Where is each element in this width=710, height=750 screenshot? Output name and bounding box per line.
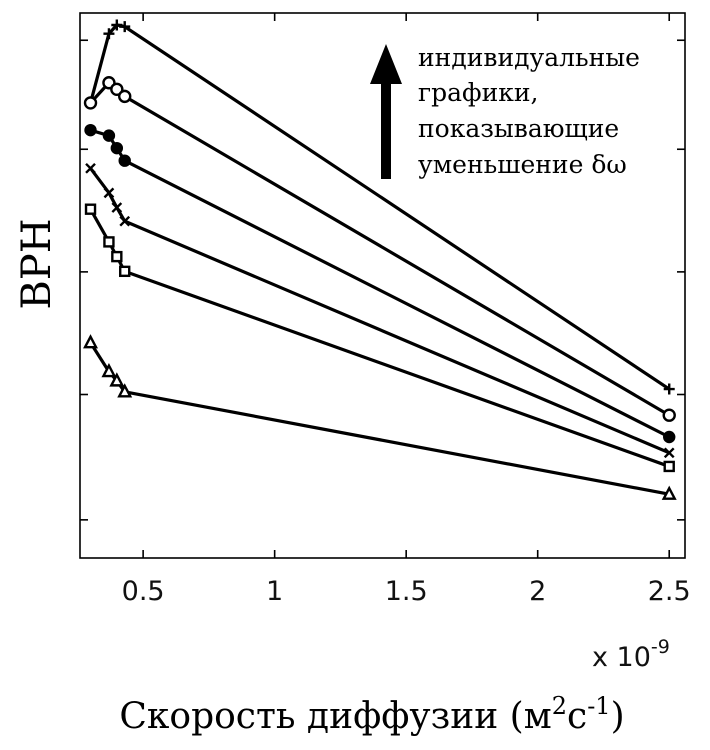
data-point-x: [663, 447, 675, 459]
x-multiplier-label: x 10-9: [592, 636, 670, 673]
data-point-dot: [118, 154, 131, 167]
data-point-plus: [111, 19, 123, 31]
data-point-circle: [118, 89, 132, 104]
data-point-triangle: [117, 383, 133, 398]
annotation: индивидуальные графики, показывающие уме…: [370, 43, 640, 179]
x-tick-label: 2: [529, 576, 546, 607]
data-point-square: [103, 236, 115, 248]
y-axis-ticks: [80, 39, 685, 521]
x-tick-label: 0.5: [122, 576, 165, 607]
series-line-square: [89, 208, 670, 468]
data-point-square: [663, 460, 675, 473]
series-layer: [83, 19, 677, 500]
plot-frame: [79, 12, 686, 559]
data-point-circle: [662, 408, 676, 422]
data-point-dot: [84, 123, 97, 137]
data-point-x: [119, 215, 131, 227]
x-axis-label: Скорость диффузии (м2с-1): [119, 692, 624, 737]
x-tick-label: 1.5: [385, 576, 428, 607]
data-point-square: [84, 203, 97, 215]
data-point-plus: [119, 21, 131, 33]
data-point-x: [111, 202, 123, 213]
data-point-circle: [110, 82, 124, 97]
data-point-plus: [103, 28, 115, 40]
series-line-x: [89, 167, 670, 455]
y-axis-label: ВРН: [14, 218, 60, 309]
data-point-triangle: [109, 372, 125, 387]
series-square: [84, 203, 675, 473]
x-tick-label: 1: [266, 576, 283, 607]
data-point-square: [119, 265, 131, 278]
annotation-line-4: уменьшение δω: [418, 150, 627, 179]
data-point-triangle: [101, 363, 117, 378]
data-point-triangle: [661, 485, 677, 500]
data-point-dot: [102, 129, 116, 142]
x-axis-ticks: 0.5 1 1.5 2 2.5: [122, 13, 691, 607]
annotation-line-3: показывающие: [418, 114, 619, 143]
data-point-x: [103, 187, 115, 199]
data-point-plus: [663, 383, 675, 395]
series-x: [85, 162, 675, 459]
up-arrow-icon: [370, 44, 402, 179]
series-circle: [83, 76, 676, 422]
data-point-x: [85, 162, 96, 174]
series-dot: [84, 123, 676, 444]
data-point-dot: [110, 141, 124, 155]
data-point-circle: [83, 96, 98, 110]
annotation-line-2: графики,: [418, 78, 538, 107]
data-point-dot: [663, 430, 676, 444]
annotation-line-1: индивидуальные: [418, 43, 640, 72]
series-triangle: [83, 334, 677, 500]
x-tick-label: 2.5: [648, 576, 691, 607]
data-point-square: [111, 250, 123, 263]
data-point-triangle: [83, 334, 99, 349]
